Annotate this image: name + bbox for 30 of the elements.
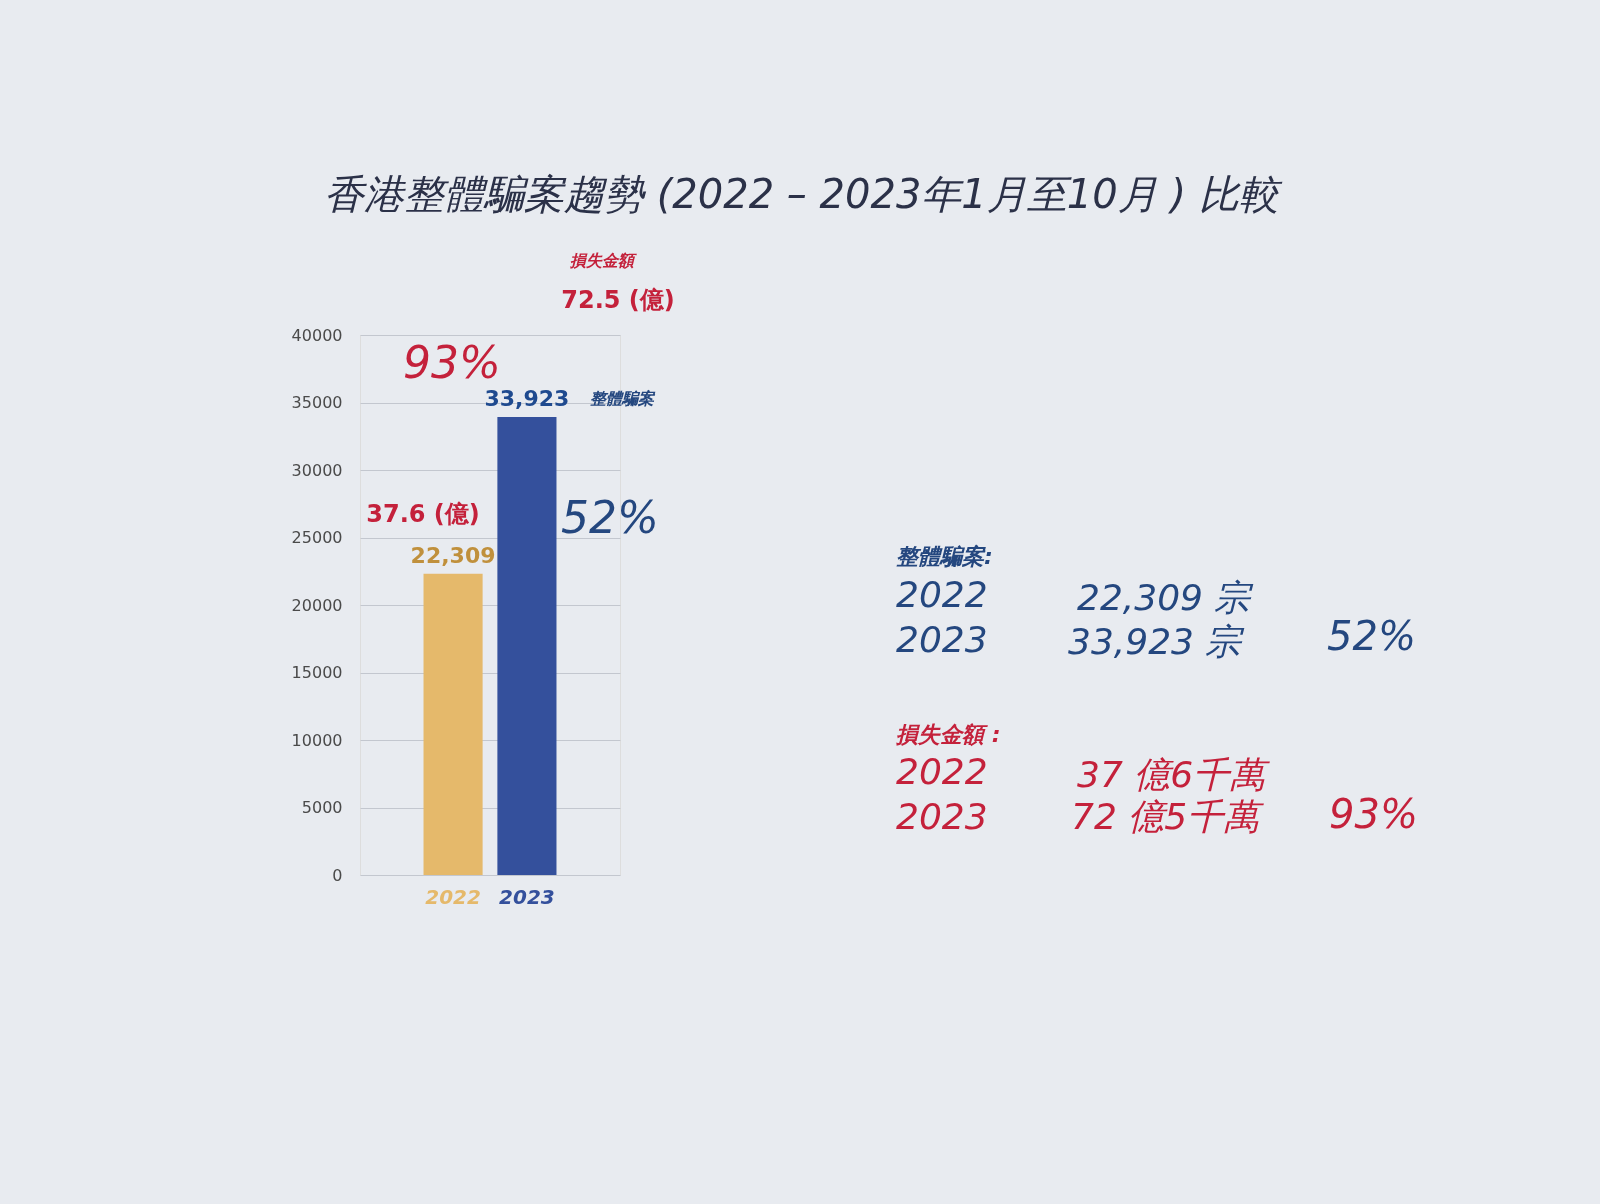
data-label: 22,309 bbox=[410, 542, 496, 568]
text: 72.5 (億) bbox=[561, 286, 675, 314]
text: 33,923 宗 bbox=[1068, 621, 1246, 662]
y-tick-label: 5000 bbox=[301, 798, 343, 817]
data-label: 33,923 bbox=[484, 386, 570, 412]
text: 2022 bbox=[896, 751, 988, 792]
annotation: 93% bbox=[403, 337, 501, 388]
text: 2022 bbox=[896, 574, 988, 615]
y-tick-label: 15000 bbox=[291, 663, 343, 682]
y-tick-label: 0 bbox=[332, 865, 343, 885]
text: 93% bbox=[1329, 791, 1418, 837]
y-tick-label: 10000 bbox=[291, 730, 343, 750]
text: 2023 bbox=[896, 619, 988, 660]
annotation: 整體騙案 bbox=[590, 389, 656, 408]
text: 2023 bbox=[896, 796, 988, 837]
annotation: 37.6 (億) bbox=[366, 500, 480, 528]
text: 52% bbox=[1327, 613, 1416, 659]
text: 損失金額 : bbox=[895, 722, 1001, 747]
text: 香港整體騙案趨勢 (2022 – 2023年1月至10月 ) 比較 bbox=[324, 171, 1283, 217]
annotation: 52% bbox=[561, 492, 659, 543]
y-tick-label: 30000 bbox=[291, 460, 343, 480]
y-tick-label: 40000 bbox=[291, 325, 343, 345]
text: 損失金額 bbox=[569, 251, 637, 270]
y-tick-label: 25000 bbox=[291, 528, 343, 547]
text: 37 億6千萬 bbox=[1077, 754, 1271, 795]
y-tick-label: 20000 bbox=[291, 595, 343, 615]
text: 22,309 宗 bbox=[1077, 577, 1255, 618]
text: 整體騙案: bbox=[896, 544, 993, 569]
y-tick-label: 35000 bbox=[291, 393, 343, 412]
text: 72 億5千萬 bbox=[1071, 796, 1265, 837]
